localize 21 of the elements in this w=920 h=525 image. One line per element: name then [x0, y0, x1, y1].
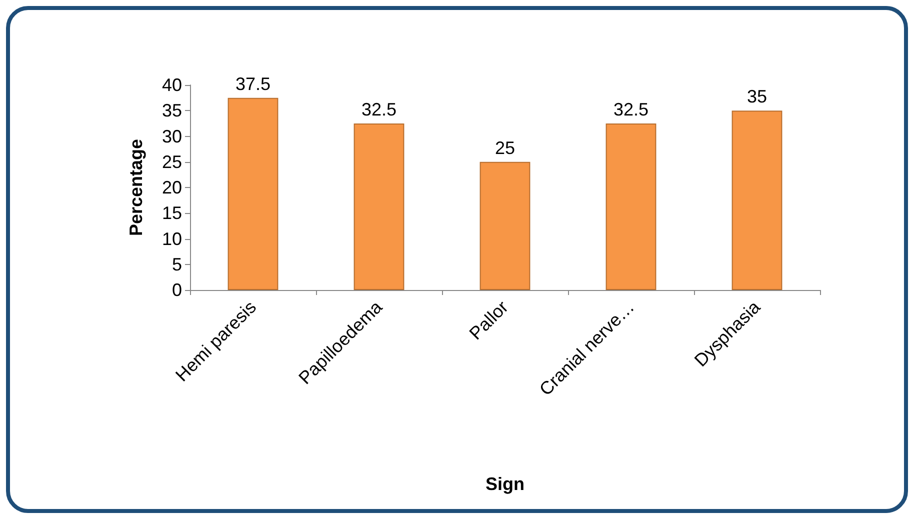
y-tick-label: 5: [172, 254, 182, 274]
data-label: 35: [746, 86, 768, 107]
y-tick-label: 40: [162, 75, 182, 95]
y-tick-label: 35: [162, 100, 182, 121]
y-tick-label: 10: [162, 228, 182, 249]
data-label: 32.5: [361, 99, 397, 120]
y-tick-label: 15: [162, 203, 182, 224]
bar: [732, 110, 782, 290]
bar: [606, 123, 656, 290]
bar: [354, 123, 404, 290]
data-label: 37.5: [235, 74, 271, 94]
data-label: 32.5: [613, 99, 649, 120]
y-tick-label: 0: [172, 280, 182, 300]
bar: [228, 98, 278, 290]
x-axis-title: Sign: [486, 474, 524, 494]
y-axis-title: Percentage: [126, 138, 146, 236]
y-tick-label: 20: [162, 178, 182, 198]
bar: [480, 162, 530, 290]
y-tick-label: 30: [162, 126, 182, 146]
y-tick-label: 25: [162, 152, 182, 172]
data-label: 25: [494, 138, 516, 158]
